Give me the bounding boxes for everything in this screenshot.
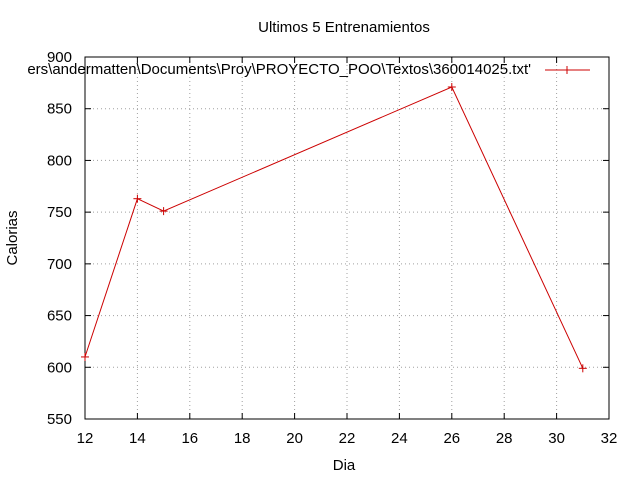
y-tick-label: 750 (47, 204, 72, 221)
plot-area (81, 82, 587, 373)
y-tick-label: 850 (47, 101, 72, 118)
x-tick-label: 20 (286, 430, 303, 447)
x-tick-label: 14 (129, 430, 146, 447)
x-tick-label: 28 (496, 430, 513, 447)
data-point (159, 207, 168, 216)
legend-label: ers\andermatten\Documents\Proy\PROYECTO_… (27, 61, 531, 78)
x-axis-label: Dia (333, 457, 356, 474)
y-tick-label: 550 (47, 411, 72, 428)
grid-lines (85, 57, 609, 419)
data-point (81, 352, 89, 361)
x-tick-label: 32 (601, 430, 618, 447)
x-tick-label: 22 (339, 430, 356, 447)
data-point (133, 194, 142, 203)
x-tick-label: 24 (391, 430, 408, 447)
chart-title: Ultimos 5 Entrenamientos (258, 19, 430, 36)
y-tick-label: 900 (47, 49, 72, 66)
y-tick-label: 700 (47, 256, 72, 273)
y-tick-label: 650 (47, 308, 72, 325)
y-tick-label: 600 (47, 359, 72, 376)
y-axis-label: Calorias (4, 210, 21, 265)
x-tick-label: 26 (443, 430, 460, 447)
x-tick-label: 30 (548, 430, 565, 447)
x-tick-label: 16 (181, 430, 198, 447)
y-axis-ticks: 550 600 650 700 750 800 850 900 (47, 49, 609, 428)
x-tick-label: 18 (234, 430, 251, 447)
data-point (578, 364, 587, 373)
legend: ers\andermatten\Documents\Proy\PROYECTO_… (27, 61, 590, 78)
y-tick-label: 800 (47, 152, 72, 169)
x-tick-label: 12 (77, 430, 94, 447)
data-point (447, 82, 456, 91)
x-axis-ticks: 12 14 16 18 20 22 24 26 28 30 32 (77, 57, 618, 447)
